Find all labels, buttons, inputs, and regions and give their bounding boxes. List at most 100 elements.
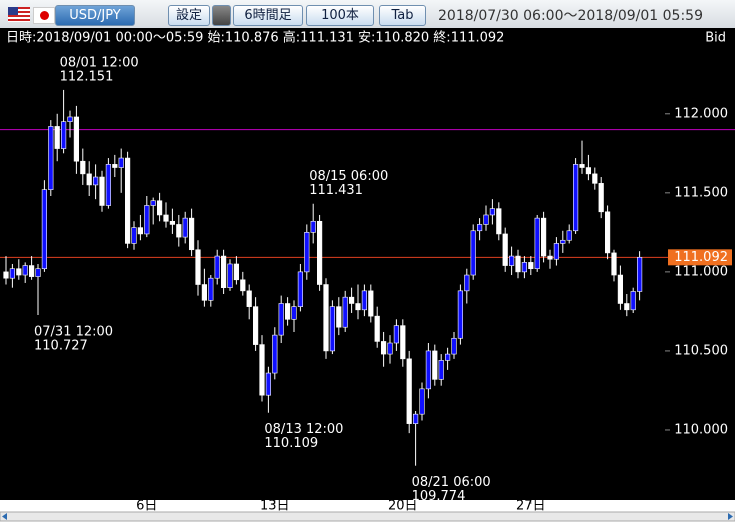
candle-body [137, 227, 144, 235]
candle-body [592, 173, 598, 184]
annotation-date: 08/13 12:00 [264, 422, 343, 437]
candle-body [572, 164, 579, 232]
candle-body [272, 334, 278, 374]
candle-body [99, 176, 105, 206]
flag-us [8, 7, 30, 22]
icon-button[interactable] [212, 5, 231, 26]
candle-body [515, 255, 521, 273]
candle-body [361, 290, 368, 311]
candle-body [412, 413, 419, 424]
y-tick-label: 111.500 [674, 185, 728, 200]
candle-body [496, 208, 502, 235]
candle-body [489, 208, 496, 216]
candle-body [176, 224, 182, 238]
annotation-date: 08/15 06:00 [309, 169, 388, 184]
toolbar: USD/JPY 設定 6時間足 100本 Tab 2018/07/30 06:0… [0, 0, 735, 28]
candle-body [297, 271, 304, 307]
settings-button[interactable]: 設定 [168, 5, 210, 26]
candle-body [189, 217, 195, 251]
candle-body [278, 303, 284, 336]
candle-body [553, 243, 559, 260]
candle-body [508, 255, 515, 266]
candle-body [60, 121, 67, 149]
candle-body [380, 341, 387, 355]
candle-body [355, 303, 361, 311]
candle-body [163, 214, 169, 222]
candle-body [476, 224, 483, 232]
candle-body [41, 189, 47, 270]
annotation-value: 110.109 [264, 436, 318, 451]
annotation-value: 112.151 [60, 69, 114, 84]
chart-background [0, 28, 735, 500]
annotation-date: 08/21 06:00 [412, 475, 491, 490]
candle-body [112, 164, 118, 168]
candle-body [630, 291, 636, 311]
scroll-right[interactable] [728, 513, 733, 520]
last-price-label: 111.092 [674, 250, 728, 265]
candle-body [457, 290, 464, 339]
candle-body [35, 268, 41, 277]
candle-body [304, 232, 310, 273]
count-button[interactable]: 100本 [306, 5, 374, 26]
tab-button[interactable]: Tab [379, 5, 426, 26]
candle-body [387, 342, 393, 355]
candle-body [400, 325, 406, 360]
candle-body [393, 325, 400, 344]
candle-body [336, 306, 342, 328]
candle-body [48, 126, 54, 190]
y-tick-label: 110.000 [674, 422, 728, 437]
candle-body [144, 205, 150, 235]
candle-body [611, 252, 617, 276]
period-button[interactable]: 6時間足 [233, 5, 303, 26]
annotation-value: 110.727 [34, 339, 88, 354]
candle-body [438, 360, 444, 380]
candle-body [131, 227, 137, 244]
candle-body [246, 290, 252, 307]
candle-body [118, 157, 124, 168]
candle-body [291, 306, 297, 320]
scrollbar[interactable] [0, 511, 735, 522]
candle-body [80, 160, 86, 175]
candle-body [374, 315, 380, 342]
candle-body [208, 277, 214, 301]
candle-body [560, 239, 566, 244]
annotation-value: 111.431 [309, 183, 363, 198]
price-side: Bid [705, 31, 726, 46]
candle-body [105, 164, 111, 206]
candle-body [604, 211, 611, 254]
candle-body [73, 116, 79, 162]
candle-body [150, 200, 156, 206]
candle-body [157, 200, 163, 216]
candle-body [540, 217, 547, 257]
candle-body [566, 230, 572, 241]
candle-body [483, 214, 489, 225]
candle-body [86, 173, 92, 186]
candle-body [406, 358, 412, 424]
candle-body [240, 279, 246, 292]
candle-body [3, 271, 9, 279]
candle-body [451, 337, 457, 355]
candle-body [265, 372, 272, 396]
pair-button[interactable]: USD/JPY [55, 5, 135, 26]
candle-body [214, 255, 220, 279]
candle-body [125, 157, 131, 244]
last-price-box [668, 249, 732, 266]
scroll-left[interactable] [2, 513, 7, 520]
annotation-date: 08/01 12:00 [60, 55, 139, 70]
candle-body [368, 290, 374, 317]
candle-body [444, 353, 451, 361]
candle-body [579, 164, 585, 168]
candle-body [521, 262, 527, 273]
ohlc-info: 日時:2018/09/01 00:00～05:59 始:110.876 高:11… [6, 30, 504, 46]
candle-body [598, 183, 604, 213]
candle-body [16, 268, 22, 276]
annotation-value: 109.774 [412, 489, 466, 504]
candle-body [284, 303, 291, 320]
candle-body [585, 167, 591, 175]
y-tick-label: 111.000 [674, 264, 728, 279]
x-tick-label: 27日 [516, 499, 546, 514]
candle-body [323, 284, 329, 352]
date-range: 2018/07/30 06:00～2018/09/01 05:59 [438, 8, 703, 24]
candle-body [624, 303, 630, 311]
annotation-date: 07/31 12:00 [34, 325, 113, 340]
